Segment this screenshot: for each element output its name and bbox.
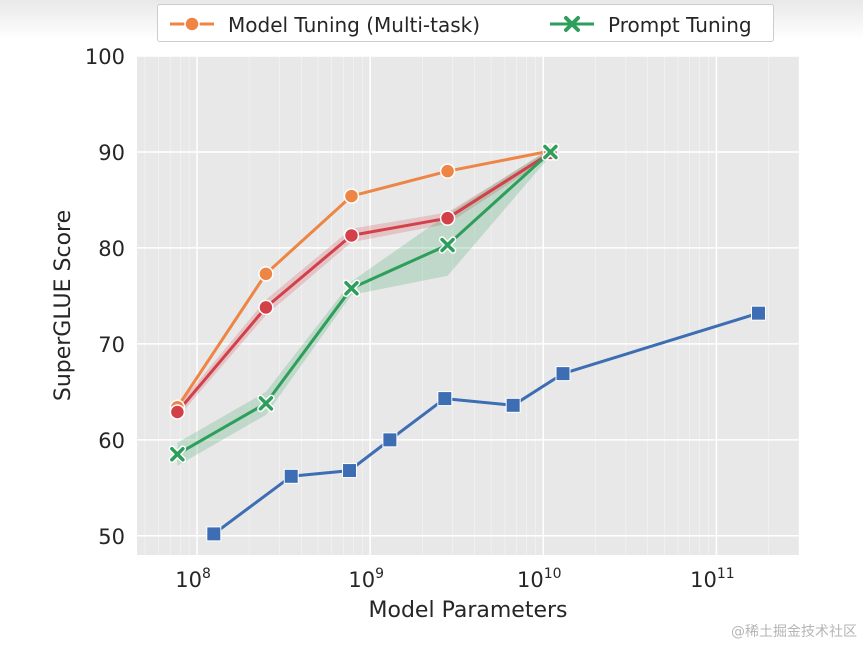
- confidence-bands: [177, 148, 551, 466]
- point-prompt-design: [206, 526, 222, 542]
- point-model-tuning: [258, 299, 274, 316]
- point-model-tuning-multi-task: [343, 188, 360, 204]
- point-model-tuning-multi-task: [258, 266, 274, 282]
- point-model-tuning-multi-task: [439, 163, 456, 179]
- series-line-prompt-design: [212, 311, 759, 536]
- x-tick-label: 1011: [690, 566, 735, 592]
- legend-label-prompt-tuning: Prompt Tuning: [608, 13, 752, 37]
- x-tick-label: 109: [348, 566, 384, 592]
- point-model-tuning: [343, 227, 360, 244]
- point-prompt-design: [555, 366, 571, 382]
- band-prompt-tuning: [177, 148, 551, 466]
- y-tick-labels: 50 60 70 80 90 100: [85, 45, 125, 549]
- series-markers: [168, 143, 766, 542]
- y-tick-label: 90: [98, 141, 125, 165]
- band-model-tuning: [177, 149, 551, 418]
- y-tick-label: 70: [98, 333, 125, 357]
- point-prompt-tuning: [543, 144, 558, 160]
- point-prompt-tuning: [344, 280, 359, 296]
- point-model-tuning: [169, 404, 186, 420]
- point-prompt-design: [437, 391, 453, 407]
- x-axis-label: Model Parameters: [369, 598, 568, 623]
- point-prompt-design: [505, 397, 521, 413]
- legend-label-model-tuning-multitask: Model Tuning (Multi-task): [228, 13, 481, 37]
- y-tick-label: 60: [98, 429, 125, 453]
- y-tick-label: 80: [98, 237, 125, 261]
- point-prompt-design: [382, 432, 398, 448]
- legend-symbol-model-tuning-multitask: [170, 16, 214, 32]
- y-axis-label: SuperGLUE Score: [51, 210, 76, 401]
- x-tick-label: 108: [175, 566, 211, 592]
- point-model-tuning: [439, 210, 456, 226]
- y-tick-label: 50: [98, 525, 125, 549]
- point-prompt-tuning: [440, 237, 455, 253]
- point-prompt-tuning: [258, 396, 274, 411]
- point-prompt-tuning: [170, 446, 185, 462]
- watermark: @稀土掘金技术社区: [731, 624, 857, 640]
- point-prompt-design: [750, 305, 766, 321]
- y-tick-label: 100: [85, 45, 125, 69]
- x-tick-label: 1010: [517, 566, 562, 592]
- plot-area: [137, 56, 799, 555]
- point-prompt-design: [342, 463, 358, 479]
- x-tick-labels: 108 109 1010 1011: [175, 566, 734, 592]
- legend: Model Tuning (Multi-task) Prompt Tuning: [157, 4, 774, 42]
- point-prompt-design: [283, 468, 299, 484]
- legend-symbol-prompt-tuning: [550, 16, 594, 32]
